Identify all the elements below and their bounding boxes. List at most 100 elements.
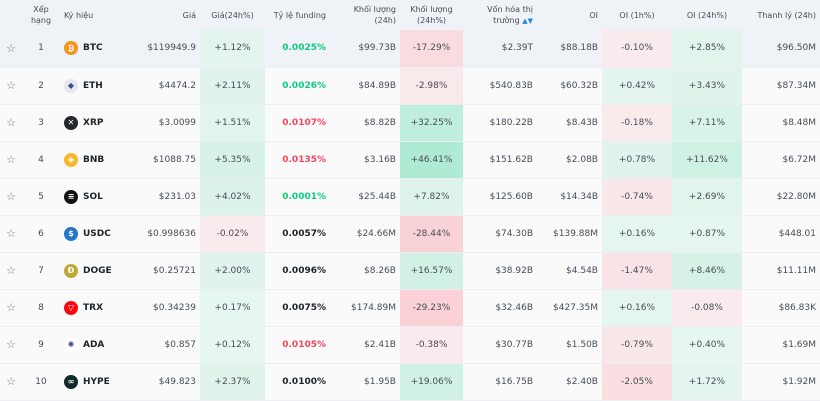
open-interest: $2.08B xyxy=(537,141,602,179)
symbol-cell[interactable]: ▽ TRX xyxy=(64,300,136,315)
open-interest: $14.34B xyxy=(537,178,602,216)
solana-icon: ≡ xyxy=(64,189,78,204)
table-row[interactable]: ☆ 1 ₿ BTC $119949.9 +1.12% 0.0025% $99.73… xyxy=(0,30,820,68)
table-row[interactable]: ☆ 8 ▽ TRX $0.34239 +0.17% 0.0075% $174.89… xyxy=(0,289,820,327)
market-cap: $2.39T xyxy=(463,30,537,68)
volume-change: +19.06% xyxy=(400,363,463,401)
volume: $99.73B xyxy=(330,30,400,68)
volume-change: -29.23% xyxy=(400,289,463,327)
header-symbol[interactable]: Ký hiệu xyxy=(60,0,140,30)
sort-icon[interactable]: ▲▼ xyxy=(522,16,533,25)
volume: $8.82B xyxy=(330,104,400,142)
rank: 7 xyxy=(22,252,60,290)
star-icon[interactable]: ☆ xyxy=(6,116,16,129)
table-row[interactable]: ☆ 4 ◈ BNB $1088.75 +5.35% 0.0135% $3.16B … xyxy=(0,141,820,179)
volume: $24.66M xyxy=(330,215,400,253)
table-row[interactable]: ☆ 2 ◆ ETH $4474.2 +2.11% 0.0026% $84.89B … xyxy=(0,67,820,105)
oi-24h-change: +3.43% xyxy=(672,67,742,105)
header-price-change[interactable]: Giá(24h%) xyxy=(200,0,265,30)
liquidation: $86.83K xyxy=(742,289,820,327)
bitcoin-icon: ₿ xyxy=(64,41,78,56)
price-change: +2.00% xyxy=(200,252,265,290)
symbol-cell[interactable]: ₿ BTC xyxy=(64,41,136,56)
market-cap: $74.30B xyxy=(463,215,537,253)
oi-1h-change: -1.47% xyxy=(602,252,672,290)
table-row[interactable]: ☆ 6 $ USDC $0.998636 -0.02% 0.0057% $24.6… xyxy=(0,215,820,253)
symbol: ADA xyxy=(83,339,105,350)
star-icon[interactable]: ☆ xyxy=(6,41,16,55)
header-volume-change[interactable]: Khối lượng (24h%) xyxy=(400,0,463,30)
symbol-cell[interactable]: Ð DOGE xyxy=(64,263,136,278)
liquidation: $1.69M xyxy=(742,326,820,364)
header-oi-1h[interactable]: OI (1h%) xyxy=(602,0,672,30)
table-row[interactable]: ☆ 7 Ð DOGE $0.25721 +2.00% 0.0096% $8.26B… xyxy=(0,252,820,290)
symbol-cell[interactable]: ∞ HYPE xyxy=(64,374,136,389)
header-oi[interactable]: OI xyxy=(537,0,602,30)
rank: 6 xyxy=(22,215,60,253)
header-price[interactable]: Giá xyxy=(140,0,200,30)
oi-1h-change: +0.16% xyxy=(602,289,672,327)
open-interest: $4.54B xyxy=(537,252,602,290)
price-change: +4.02% xyxy=(200,178,265,216)
symbol: HYPE xyxy=(83,376,110,387)
open-interest: $88.18B xyxy=(537,30,602,68)
volume-change: -17.29% xyxy=(400,30,463,68)
funding-rate: 0.0100% xyxy=(265,363,330,401)
header-liquidation[interactable]: Thanh lý (24h) xyxy=(742,0,820,30)
rank: 5 xyxy=(22,178,60,216)
symbol-cell[interactable]: $ USDC xyxy=(64,226,136,241)
price-change: -0.02% xyxy=(200,215,265,253)
star-icon[interactable]: ☆ xyxy=(6,227,16,240)
volume: $3.16B xyxy=(330,141,400,179)
star-icon[interactable]: ☆ xyxy=(6,301,16,314)
rank: 3 xyxy=(22,104,60,142)
price: $1088.75 xyxy=(140,141,200,179)
liquidation: $22.80M xyxy=(742,178,820,216)
star-icon[interactable]: ☆ xyxy=(6,190,16,203)
oi-24h-change: +0.40% xyxy=(672,326,742,364)
price-change: +5.35% xyxy=(200,141,265,179)
header-volume[interactable]: Khối lượng (24h) xyxy=(330,0,400,30)
header-rank[interactable]: Xếp hạng xyxy=(22,0,60,30)
symbol-cell[interactable]: ✕ XRP xyxy=(64,115,136,130)
symbol: SOL xyxy=(83,191,103,202)
table-row[interactable]: ☆ 3 ✕ XRP $3.0099 +1.51% 0.0107% $8.82B +… xyxy=(0,104,820,142)
symbol: USDC xyxy=(83,228,111,239)
star-icon[interactable]: ☆ xyxy=(6,264,16,277)
symbol-cell[interactable]: ✺ ADA xyxy=(64,337,136,352)
star-icon[interactable]: ☆ xyxy=(6,338,16,351)
price: $0.25721 xyxy=(140,252,200,290)
symbol: DOGE xyxy=(83,265,112,276)
liquidation: $1.92M xyxy=(742,363,820,401)
price-change: +2.11% xyxy=(200,67,265,105)
symbol: BTC xyxy=(83,43,103,54)
volume: $25.44B xyxy=(330,178,400,216)
oi-24h-change: +1.72% xyxy=(672,363,742,401)
volume-change: +46.41% xyxy=(400,141,463,179)
price: $3.0099 xyxy=(140,104,200,142)
table-row[interactable]: ☆ 5 ≡ SOL $231.03 +4.02% 0.0001% $25.44B … xyxy=(0,178,820,216)
oi-24h-change: +7.11% xyxy=(672,104,742,142)
star-icon[interactable]: ☆ xyxy=(6,153,16,166)
market-cap: $151.62B xyxy=(463,141,537,179)
star-icon[interactable]: ☆ xyxy=(6,375,16,388)
open-interest: $1.50B xyxy=(537,326,602,364)
oi-24h-change: -0.08% xyxy=(672,289,742,327)
table-header: Xếp hạng Ký hiệu Giá Giá(24h%) Tỷ lệ fun… xyxy=(0,0,820,30)
header-market-cap[interactable]: Vốn hóa thị trường ▲▼ xyxy=(463,0,537,30)
price: $4474.2 xyxy=(140,67,200,105)
market-cap: $30.77B xyxy=(463,326,537,364)
header-funding[interactable]: Tỷ lệ funding xyxy=(265,0,330,30)
market-cap: $16.75B xyxy=(463,363,537,401)
symbol-cell[interactable]: ≡ SOL xyxy=(64,189,136,204)
header-oi-24h[interactable]: OI (24h%) xyxy=(672,0,742,30)
liquidation: $11.11M xyxy=(742,252,820,290)
star-icon[interactable]: ☆ xyxy=(6,79,16,92)
symbol-cell[interactable]: ◆ ETH xyxy=(64,78,136,93)
price-change: +0.17% xyxy=(200,289,265,327)
table-row[interactable]: ☆ 9 ✺ ADA $0.857 +0.12% 0.0105% $2.41B -0… xyxy=(0,326,820,364)
oi-24h-change: +8.46% xyxy=(672,252,742,290)
funding-rate: 0.0025% xyxy=(265,30,330,68)
table-row[interactable]: ☆ 10 ∞ HYPE $49.823 +2.37% 0.0100% $1.95B… xyxy=(0,363,820,401)
symbol-cell[interactable]: ◈ BNB xyxy=(64,152,136,167)
